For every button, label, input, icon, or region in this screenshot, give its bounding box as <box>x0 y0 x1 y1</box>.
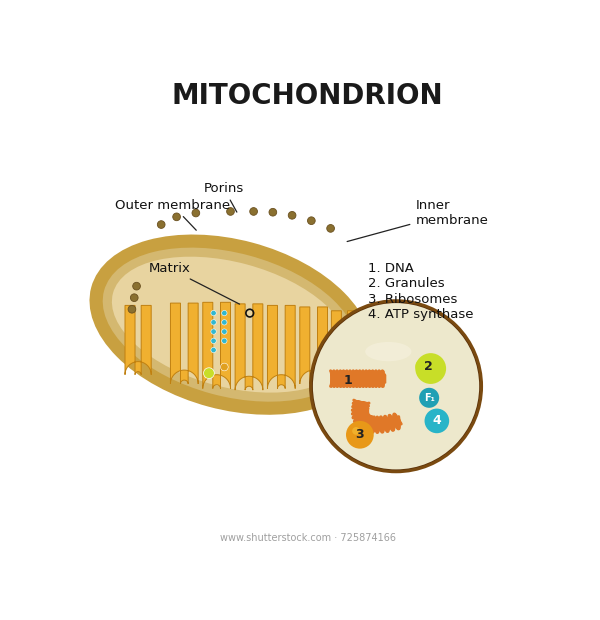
Ellipse shape <box>112 257 349 392</box>
Circle shape <box>221 338 227 343</box>
Ellipse shape <box>103 247 358 402</box>
Circle shape <box>227 208 235 215</box>
Circle shape <box>192 209 200 217</box>
Text: www.shutterstock.com · 725874166: www.shutterstock.com · 725874166 <box>220 533 395 543</box>
Circle shape <box>133 282 140 290</box>
Circle shape <box>221 311 227 316</box>
Polygon shape <box>268 306 295 389</box>
Circle shape <box>250 208 257 215</box>
Polygon shape <box>125 306 151 374</box>
Circle shape <box>425 409 449 433</box>
Ellipse shape <box>91 236 370 413</box>
Circle shape <box>211 338 216 343</box>
Text: Matrix: Matrix <box>149 262 239 304</box>
Text: Outer membrane: Outer membrane <box>115 199 230 230</box>
Text: MITOCHONDRION: MITOCHONDRION <box>172 82 443 110</box>
Text: 2: 2 <box>424 360 433 373</box>
Ellipse shape <box>365 342 412 361</box>
Text: 1: 1 <box>343 374 352 388</box>
Text: 2. Granules: 2. Granules <box>368 277 444 290</box>
Circle shape <box>346 421 374 449</box>
Text: Porins: Porins <box>203 182 244 212</box>
Circle shape <box>211 311 216 316</box>
Polygon shape <box>331 311 358 376</box>
Circle shape <box>288 211 296 219</box>
Circle shape <box>415 353 446 384</box>
Ellipse shape <box>415 357 439 376</box>
Circle shape <box>313 303 479 469</box>
Polygon shape <box>300 307 328 384</box>
Polygon shape <box>238 290 446 457</box>
Circle shape <box>327 224 334 232</box>
Circle shape <box>419 388 439 408</box>
Text: F₁: F₁ <box>424 393 434 403</box>
Polygon shape <box>203 303 230 389</box>
Circle shape <box>308 217 315 224</box>
Polygon shape <box>235 304 263 390</box>
Circle shape <box>130 294 138 301</box>
Circle shape <box>221 329 227 334</box>
Circle shape <box>220 363 228 371</box>
Circle shape <box>211 329 216 334</box>
Circle shape <box>312 303 480 470</box>
Circle shape <box>309 299 483 473</box>
Circle shape <box>203 368 214 379</box>
Circle shape <box>269 208 277 216</box>
Text: 3: 3 <box>356 428 364 441</box>
Circle shape <box>221 320 227 325</box>
Text: 1. DNA: 1. DNA <box>368 262 413 275</box>
Text: 4: 4 <box>433 414 441 427</box>
Polygon shape <box>170 303 198 384</box>
Circle shape <box>128 306 136 313</box>
Circle shape <box>352 427 360 435</box>
Circle shape <box>157 221 165 228</box>
Circle shape <box>211 347 216 353</box>
Text: 3. Ribosomes: 3. Ribosomes <box>368 293 457 306</box>
Circle shape <box>211 320 216 325</box>
Circle shape <box>173 213 181 221</box>
Text: 4. ATP synthase: 4. ATP synthase <box>368 308 473 321</box>
Text: Inner
membrane: Inner membrane <box>347 199 488 242</box>
